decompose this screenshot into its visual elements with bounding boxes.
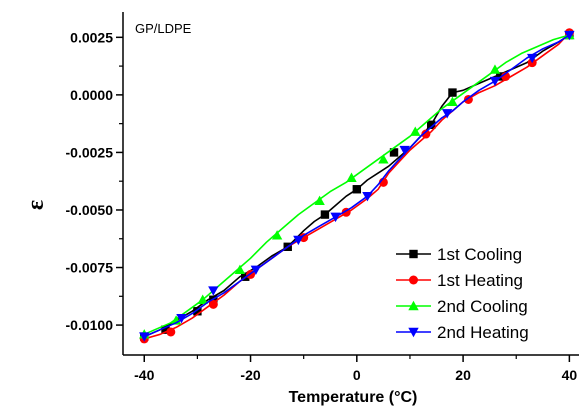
data-point: [139, 332, 150, 342]
legend-label: 1st Heating: [437, 271, 523, 290]
series-2nd-heating: [139, 30, 575, 342]
legend-item: 1st Heating: [396, 271, 523, 290]
data-point: [330, 212, 341, 223]
data-point: [448, 88, 457, 97]
legend-label: 2nd Heating: [437, 323, 529, 342]
data-point: [161, 325, 170, 334]
data-point: [399, 145, 410, 156]
data-point: [564, 30, 575, 41]
x-tick-label: 20: [455, 367, 471, 383]
data-point: [410, 126, 421, 136]
data-point: [489, 76, 501, 87]
data-point: [197, 294, 208, 304]
data-point: [208, 286, 219, 296]
legend-marker: [409, 275, 418, 285]
data-point: [234, 264, 246, 275]
legend-marker: [408, 327, 419, 338]
data-point: [320, 210, 330, 219]
legend-label: 2nd Cooling: [437, 297, 528, 316]
series-line: [143, 34, 570, 336]
data-point: [441, 109, 453, 119]
series-line: [143, 34, 570, 338]
data-point: [346, 172, 357, 182]
data-point: [489, 64, 501, 74]
y-tick-label: -0.0050: [66, 202, 114, 218]
y-axis-title: ε: [23, 200, 49, 210]
y-tick-label: -0.0100: [66, 317, 114, 333]
series-layer: [139, 28, 575, 344]
data-point: [166, 327, 176, 337]
chart-annotation: GP/LDPE: [135, 21, 192, 36]
y-tick-label: 0.0000: [70, 87, 113, 103]
y-tick-label: -0.0075: [66, 260, 114, 276]
data-point: [526, 53, 538, 64]
y-tick-label: 0.0025: [70, 29, 113, 45]
data-point: [352, 185, 362, 194]
data-point: [271, 230, 283, 240]
data-point: [250, 265, 262, 276]
legend-marker: [409, 249, 418, 259]
data-point: [314, 195, 325, 205]
legend-label: 1st Cooling: [437, 245, 522, 264]
x-tick-label: 40: [562, 367, 578, 383]
x-tick-label: 0: [353, 367, 361, 383]
data-point: [362, 191, 373, 202]
data-point: [176, 313, 187, 324]
x-axis-title: Temperature (°C): [289, 389, 418, 406]
data-point: [389, 148, 399, 157]
data-point: [447, 96, 458, 106]
data-point: [170, 315, 182, 325]
y-tick-label: -0.0025: [66, 144, 114, 160]
data-point: [299, 233, 309, 243]
legend-marker: [408, 300, 419, 311]
data-point: [378, 154, 389, 164]
legend-item: 1st Cooling: [396, 245, 522, 264]
x-tick-label: -20: [240, 367, 260, 383]
legend-item: 2nd Cooling: [396, 297, 528, 316]
data-point: [421, 129, 431, 139]
legend: 1st Cooling 1st Heating 2nd Cooling 2nd Hea…: [396, 245, 529, 342]
data-point: [193, 307, 202, 316]
data-point: [427, 120, 436, 129]
legend-item: 2nd Heating: [396, 323, 529, 342]
data-point: [293, 235, 304, 246]
axes-layer: -40 -20 0 20 40 -0.0100 -0.0075 -0.0050 -0.0025 0…: [66, 12, 579, 383]
data-point: [208, 299, 218, 309]
x-tick-label: -40: [134, 367, 154, 383]
